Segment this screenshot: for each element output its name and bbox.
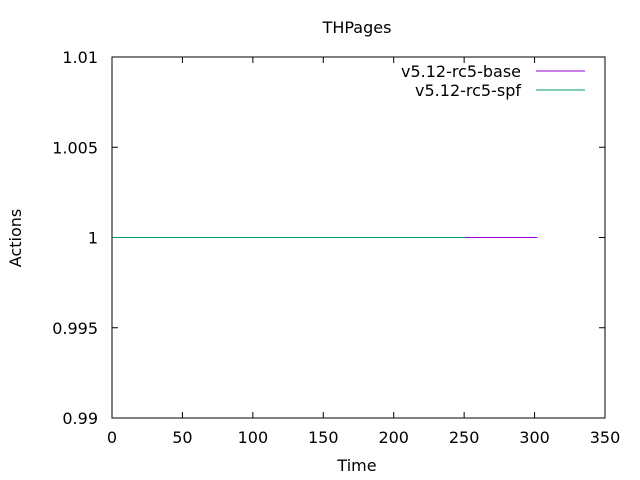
legend-label-1: v5.12-rc5-spf — [415, 81, 521, 100]
legend-label-0: v5.12-rc5-base — [401, 62, 521, 81]
x-tick-label: 100 — [238, 428, 269, 447]
y-tick-label: 1 — [88, 229, 98, 248]
x-tick-label: 200 — [378, 428, 409, 447]
y-tick-label: 0.99 — [62, 409, 98, 428]
x-axis-label: Time — [336, 456, 376, 475]
ticks: 0 50 100 150 200 250 300 350 0.99 0.995 1 1.005 1.01 — [52, 48, 620, 447]
y-tick-label: 0.995 — [52, 319, 98, 338]
x-tick-label: 0 — [107, 428, 117, 447]
y-tick-label: 1.005 — [52, 138, 98, 157]
x-tick-label: 150 — [308, 428, 339, 447]
x-tick-label: 300 — [519, 428, 550, 447]
chart-title: THPages — [322, 18, 392, 37]
x-tick-label: 350 — [590, 428, 621, 447]
x-tick-label: 250 — [449, 428, 480, 447]
y-tick-label: 1.01 — [62, 48, 98, 67]
y-axis-label: Actions — [6, 209, 25, 267]
x-tick-label: 50 — [172, 428, 192, 447]
plot-frame — [111, 56, 606, 419]
